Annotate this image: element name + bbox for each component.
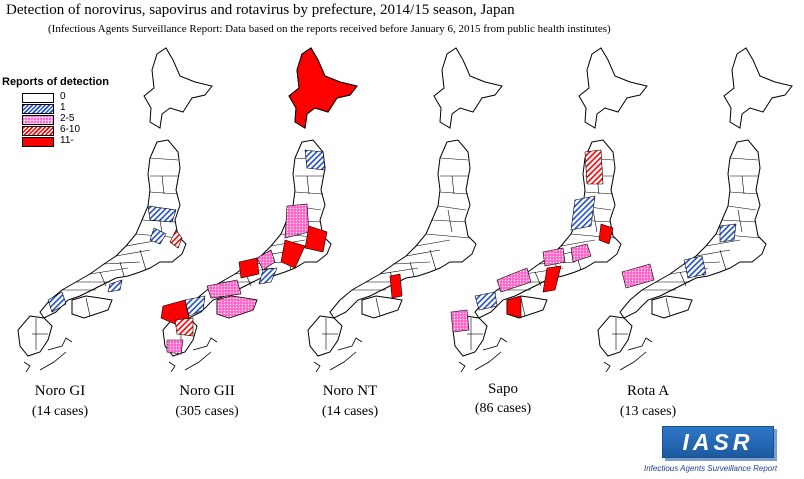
map-label-noro-gi: Noro GI <box>34 383 86 399</box>
figure-title: Detection of norovirus, sapovirus and ro… <box>6 2 515 18</box>
iasr-logo: IASR <box>662 426 774 458</box>
legend-swatch-blue-hatch <box>22 104 54 114</box>
legend-title: Reports of detection <box>2 76 109 88</box>
map-cases-noro-gii: (305 cases) <box>175 404 239 419</box>
legend-label: 2-5 <box>60 113 75 124</box>
map-cases-noro-nt: (14 cases) <box>321 404 379 419</box>
legend-item-2: 2-5 <box>2 113 109 125</box>
legend-item-4: 11- <box>2 135 109 147</box>
legend-label: 6-10 <box>60 124 81 135</box>
legend-label: 1 <box>60 102 66 113</box>
map-label-sapo: Sapo <box>488 381 518 397</box>
legend-swatch-none <box>22 93 54 103</box>
legend-swatch-pink-dots <box>22 115 54 125</box>
legend-swatch-solid-red <box>22 137 54 147</box>
map-label-rota-a: Rota A <box>626 383 670 399</box>
legend-item-0: 0 <box>2 91 109 103</box>
map-label-noro-gii: Noro GII <box>179 383 235 399</box>
map-noro-gii <box>160 47 358 373</box>
legend-label: 11- <box>60 135 74 146</box>
legend: Reports of detection 0 1 2-5 6-10 11- <box>2 76 109 147</box>
map-cases-noro-gi: (14 cases) <box>31 404 89 419</box>
figure-subtitle: (Infectious Agents Surveillance Report: … <box>48 23 611 35</box>
legend-item-1: 1 <box>2 102 109 114</box>
maps-svg <box>17 47 793 373</box>
legend-swatch-red-hatch <box>22 126 54 136</box>
map-cases-sapo: (86 cases) <box>474 401 532 416</box>
map-rota-a <box>597 47 793 373</box>
map-label-noro-nt: Noro NT <box>322 383 378 399</box>
map-cases-rota-a: (13 cases) <box>619 404 677 419</box>
map-noro-nt <box>307 47 503 373</box>
map-sapo <box>450 47 648 373</box>
legend-label: 0 <box>60 91 66 102</box>
legend-item-3: 6-10 <box>2 124 109 136</box>
iasr-logo-caption: Infectious Agents Surveillance Report <box>644 464 778 473</box>
iasr-logo-text: IASR <box>682 429 754 455</box>
map-noro-gi <box>17 47 213 373</box>
